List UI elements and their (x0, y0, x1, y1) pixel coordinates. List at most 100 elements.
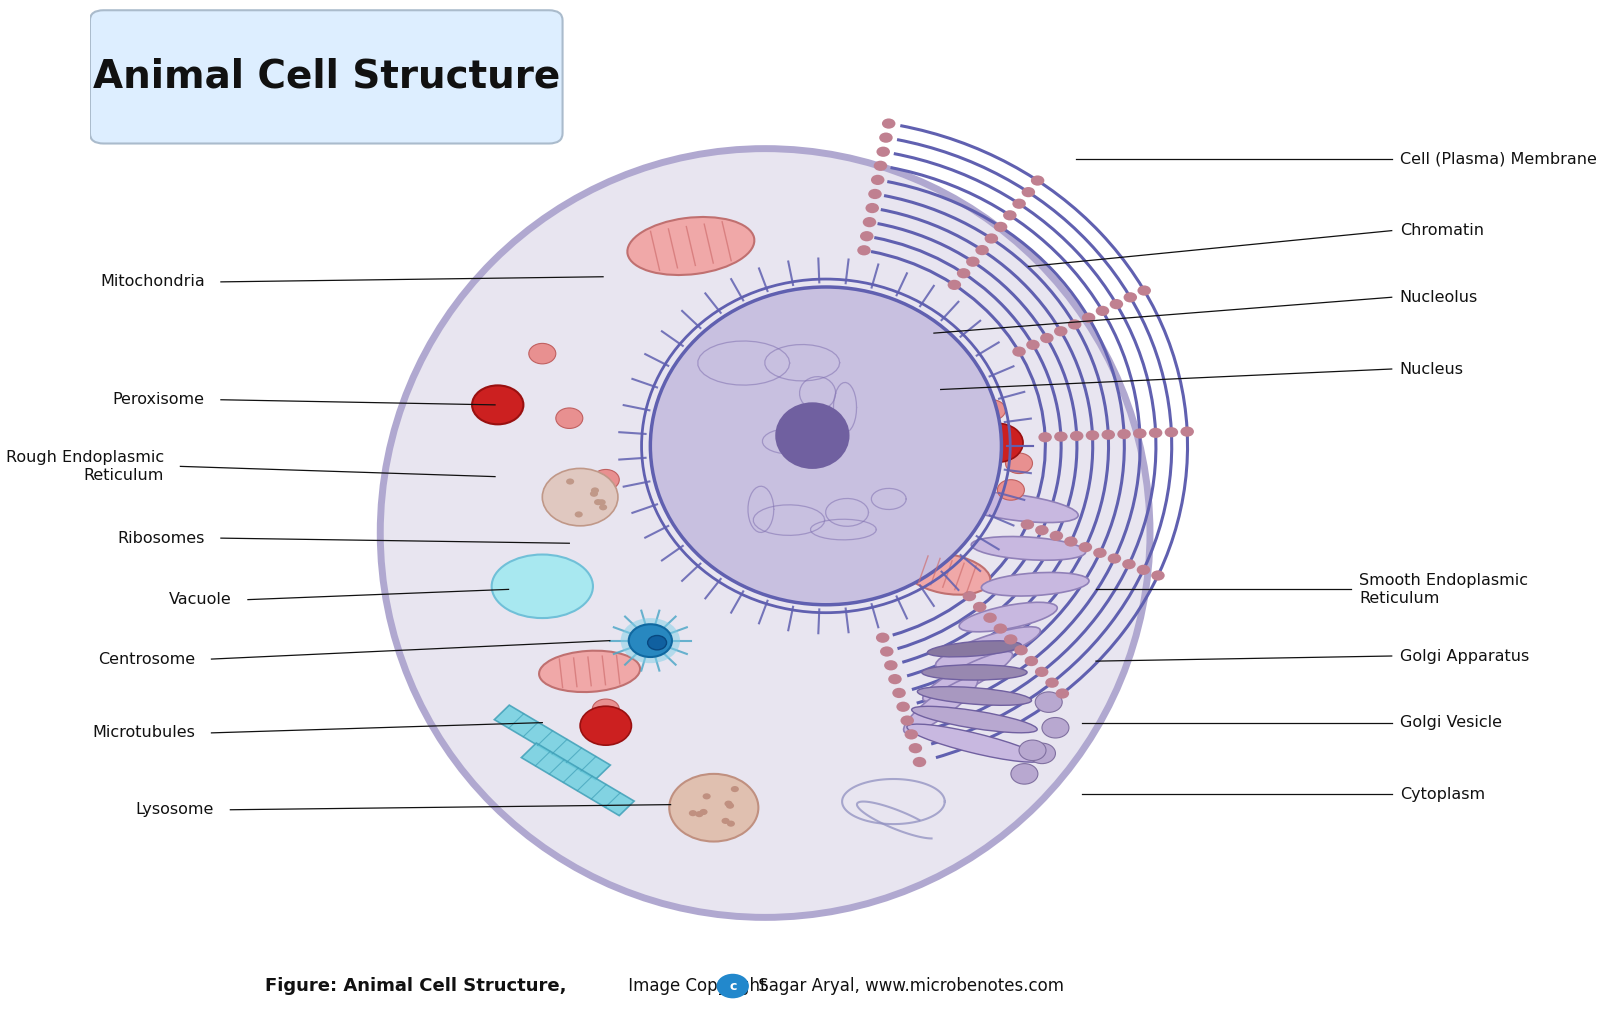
Text: c: c (730, 980, 736, 992)
Text: Vacuole: Vacuole (170, 592, 232, 607)
Circle shape (866, 203, 878, 213)
Circle shape (555, 408, 582, 428)
Circle shape (1056, 689, 1069, 699)
Circle shape (912, 756, 926, 767)
Circle shape (1035, 525, 1048, 535)
Circle shape (904, 729, 918, 739)
Circle shape (1035, 666, 1048, 676)
Circle shape (973, 602, 987, 612)
Ellipse shape (936, 626, 1040, 669)
Text: Mitochondria: Mitochondria (99, 275, 205, 289)
Circle shape (1133, 428, 1147, 439)
Circle shape (994, 221, 1008, 232)
Circle shape (592, 469, 619, 490)
Circle shape (1029, 743, 1056, 764)
Circle shape (997, 480, 1024, 500)
Circle shape (1096, 305, 1109, 316)
Ellipse shape (922, 664, 1027, 681)
Circle shape (1024, 656, 1038, 666)
Circle shape (870, 175, 885, 186)
Text: Cytoplasm: Cytoplasm (1400, 787, 1485, 802)
Circle shape (858, 245, 870, 255)
Circle shape (966, 256, 979, 266)
Circle shape (909, 743, 922, 753)
Circle shape (1013, 346, 1026, 357)
Circle shape (717, 974, 749, 998)
Circle shape (598, 499, 606, 505)
Circle shape (1040, 333, 1054, 343)
Circle shape (1082, 313, 1096, 323)
Circle shape (963, 591, 976, 602)
Circle shape (621, 618, 680, 663)
Circle shape (1038, 433, 1051, 443)
Polygon shape (522, 743, 634, 816)
Circle shape (590, 487, 598, 493)
Circle shape (1050, 531, 1062, 541)
Ellipse shape (904, 678, 978, 733)
Ellipse shape (491, 555, 594, 618)
Circle shape (574, 511, 582, 518)
Circle shape (862, 217, 877, 228)
Ellipse shape (650, 287, 1002, 605)
Ellipse shape (907, 724, 1042, 763)
Ellipse shape (981, 573, 1090, 596)
Circle shape (888, 674, 902, 685)
Circle shape (1101, 429, 1115, 440)
Text: Nucleolus: Nucleolus (1400, 290, 1478, 304)
Circle shape (984, 613, 997, 623)
Text: Ribosomes: Ribosomes (117, 531, 205, 545)
FancyBboxPatch shape (90, 10, 563, 144)
Circle shape (1035, 692, 1062, 712)
Circle shape (893, 688, 906, 698)
Circle shape (957, 269, 970, 279)
Circle shape (472, 385, 523, 424)
Ellipse shape (776, 402, 850, 469)
Text: Lysosome: Lysosome (136, 803, 214, 817)
Circle shape (1110, 299, 1123, 310)
Circle shape (592, 699, 619, 720)
Text: Cell (Plasma) Membrane: Cell (Plasma) Membrane (1400, 152, 1597, 166)
Ellipse shape (923, 652, 1013, 701)
Ellipse shape (912, 706, 1037, 733)
Text: Golgi Apparatus: Golgi Apparatus (1400, 649, 1530, 663)
Circle shape (1022, 187, 1035, 197)
Circle shape (1117, 429, 1131, 440)
Circle shape (566, 479, 574, 485)
Circle shape (594, 499, 602, 505)
Circle shape (669, 774, 758, 842)
Text: Rough Endoplasmic
Reticulum: Rough Endoplasmic Reticulum (6, 450, 165, 483)
Ellipse shape (952, 492, 1078, 523)
Circle shape (1021, 520, 1034, 530)
Circle shape (869, 189, 882, 199)
Text: Smooth Endoplasmic
Reticulum: Smooth Endoplasmic Reticulum (1360, 573, 1528, 606)
Circle shape (859, 231, 874, 241)
Circle shape (1107, 554, 1122, 564)
Circle shape (1093, 547, 1107, 558)
Circle shape (1165, 427, 1178, 438)
Circle shape (971, 423, 1022, 462)
Ellipse shape (904, 554, 990, 594)
Circle shape (1152, 570, 1165, 580)
Circle shape (979, 400, 1005, 420)
Circle shape (994, 623, 1006, 633)
Ellipse shape (381, 149, 1150, 917)
Circle shape (1138, 285, 1150, 295)
Circle shape (874, 161, 888, 171)
Circle shape (726, 803, 734, 809)
Circle shape (878, 132, 893, 142)
Circle shape (1136, 565, 1150, 575)
Circle shape (880, 647, 893, 657)
Text: Microtubules: Microtubules (93, 726, 195, 740)
Text: Peroxisome: Peroxisome (112, 393, 205, 407)
Text: Sagar Aryal, www.microbenotes.com: Sagar Aryal, www.microbenotes.com (754, 977, 1064, 995)
Circle shape (1042, 718, 1069, 738)
Circle shape (1011, 764, 1038, 784)
Circle shape (1005, 453, 1032, 474)
Circle shape (1123, 292, 1138, 302)
Circle shape (731, 786, 739, 792)
Text: Golgi Vesicle: Golgi Vesicle (1400, 715, 1502, 730)
Circle shape (1045, 678, 1059, 688)
Circle shape (885, 660, 898, 670)
Circle shape (896, 702, 910, 712)
Text: Image Copyright: Image Copyright (624, 977, 766, 995)
